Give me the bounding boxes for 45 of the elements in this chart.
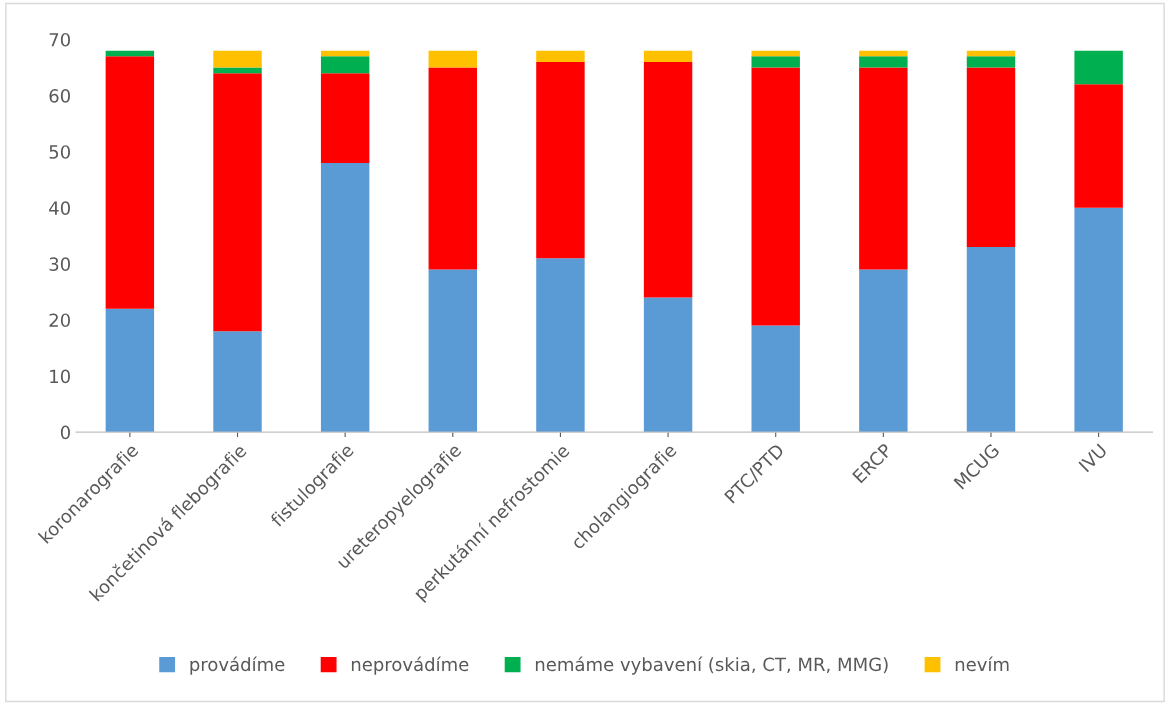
bar bbox=[320, 56, 370, 74]
y-tick-label: 0 bbox=[60, 425, 70, 440]
bar bbox=[751, 67, 800, 326]
bar bbox=[966, 56, 1016, 68]
bar bbox=[213, 50, 262, 68]
bar bbox=[859, 67, 908, 270]
legend-label: neprovádíme bbox=[351, 656, 469, 675]
y-tick-label: 70 bbox=[49, 32, 70, 47]
legend-label: provádíme bbox=[190, 656, 285, 675]
bar bbox=[536, 258, 585, 433]
bar bbox=[643, 50, 693, 62]
y-tick-label: 30 bbox=[49, 257, 70, 271]
legend-label: nevím bbox=[955, 656, 1009, 672]
bar bbox=[428, 50, 478, 68]
bar bbox=[536, 61, 585, 259]
bar bbox=[751, 56, 800, 68]
bar bbox=[643, 61, 693, 298]
bar bbox=[213, 331, 262, 433]
bar bbox=[859, 269, 908, 433]
bar bbox=[643, 297, 693, 433]
bar bbox=[859, 56, 908, 68]
bar bbox=[1074, 84, 1123, 208]
y-tick-label: 10 bbox=[50, 369, 70, 384]
bar bbox=[428, 269, 478, 433]
bar bbox=[213, 73, 262, 332]
bar bbox=[751, 50, 800, 57]
bar bbox=[105, 56, 155, 309]
bar bbox=[966, 247, 1016, 433]
bar bbox=[1074, 50, 1123, 85]
bar bbox=[105, 308, 155, 433]
bar bbox=[751, 325, 800, 433]
y-tick-label: 40 bbox=[49, 201, 70, 215]
x-tick-label: IVU bbox=[1078, 443, 1108, 473]
y-tick-label: 60 bbox=[49, 89, 70, 103]
bar bbox=[320, 162, 370, 433]
bar bbox=[428, 67, 478, 270]
bar bbox=[1074, 207, 1123, 433]
bar bbox=[536, 50, 585, 62]
legend-label: nemáme vybavení (skia, CT, MR, MMG) bbox=[535, 656, 888, 675]
bar bbox=[320, 73, 370, 163]
y-tick-label: 20 bbox=[49, 313, 70, 328]
bar bbox=[859, 50, 908, 57]
y-tick-label: 50 bbox=[49, 145, 70, 159]
bar bbox=[213, 67, 262, 74]
bar bbox=[966, 67, 1016, 248]
